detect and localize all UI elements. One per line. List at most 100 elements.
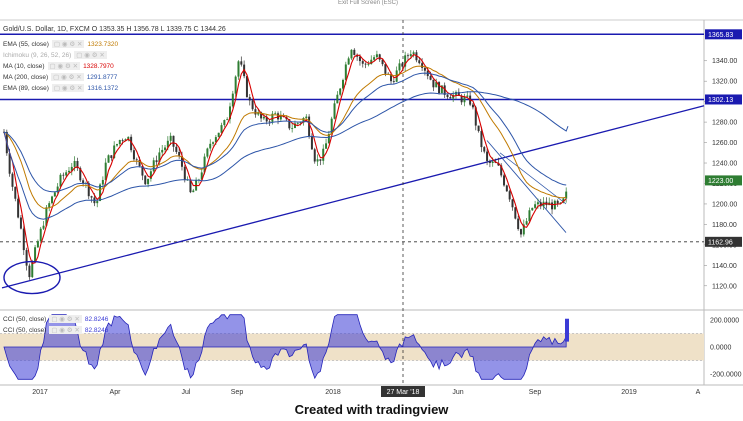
caption: Created with tradingview	[294, 402, 449, 417]
candle-body	[299, 122, 302, 124]
candle-body	[107, 155, 110, 163]
candle-body	[519, 229, 522, 235]
candle-body	[206, 148, 209, 157]
candle-body	[384, 64, 387, 74]
price-chart[interactable]: 1340.001320.001300.001280.001260.001240.…	[0, 0, 743, 400]
candle-body	[539, 202, 542, 207]
candle-body	[471, 104, 474, 108]
candle-body	[308, 116, 311, 137]
candle-body	[79, 168, 82, 181]
indicator-controls[interactable]: ▢ ◉ ⚙ ✕	[49, 315, 82, 323]
candle-body	[121, 140, 124, 141]
candle-body	[333, 103, 336, 119]
indicator-ma200[interactable]: MA (200, close) ▢ ◉ ⚙ ✕ 1291.8777	[3, 73, 117, 81]
indicator-ma10[interactable]: MA (10, close) ▢ ◉ ⚙ ✕ 1328.7970	[3, 62, 114, 70]
indicator-controls[interactable]: ▢ ◉ ⚙ ✕	[49, 326, 82, 334]
candle-body	[113, 145, 116, 159]
candle-body	[183, 166, 186, 181]
indicator-ema55[interactable]: EMA (55, close) ▢ ◉ ⚙ ✕ 1323.7320	[3, 40, 118, 48]
candle-body	[511, 199, 514, 208]
price-highlight-badge	[705, 94, 742, 105]
candle-body	[375, 54, 378, 58]
candle-body	[466, 95, 469, 97]
indicator-cci-1[interactable]: CCI (50, close) ▢ ◉ ⚙ ✕ 82.8246	[3, 315, 108, 323]
candle-body	[110, 155, 113, 159]
time-axis-label: Sep	[529, 389, 542, 396]
candle-body	[477, 125, 480, 132]
candle-body	[166, 140, 169, 148]
candle-body	[531, 207, 534, 211]
candle-body	[302, 118, 305, 123]
candle-body	[172, 135, 175, 147]
candle-body	[65, 172, 68, 176]
indicator-controls[interactable]: ▢ ◉ ⚙ ✕	[51, 40, 85, 48]
candle-body	[446, 94, 449, 98]
candle-body	[463, 96, 466, 103]
candle-body	[226, 119, 229, 121]
candle-body	[559, 202, 562, 204]
candle-body	[418, 60, 421, 64]
candle-body	[565, 191, 568, 199]
time-axis-label: 2019	[621, 389, 637, 396]
indicator-label: EMA (89, close)	[3, 85, 49, 92]
candle-body	[342, 79, 344, 89]
indicator-ichimoku[interactable]: Ichimoku (9, 26, 52, 26) ▢ ◉ ⚙ ✕	[3, 51, 107, 59]
price-highlight-label: 1302.13	[708, 97, 733, 104]
candle-body	[503, 175, 506, 186]
candle-body	[522, 224, 525, 235]
candle-body	[423, 67, 426, 71]
time-axis-label: Apr	[110, 389, 122, 396]
indicator-label: EMA (55, close)	[3, 41, 49, 48]
crosshair-time-badge	[381, 386, 425, 397]
indicator-cci-2[interactable]: CCI (50, close) ▢ ◉ ⚙ ✕ 82.8246	[3, 326, 108, 334]
price-highlight-label: 1162.96	[708, 239, 733, 246]
candle-body	[31, 261, 34, 278]
candle-body	[536, 202, 539, 205]
ema89-line	[3, 72, 567, 193]
candle-body	[229, 106, 231, 120]
candle-body	[36, 241, 39, 248]
candle-body	[39, 228, 42, 242]
candle-body	[254, 109, 257, 115]
price-highlight-label: 1223.00	[708, 178, 733, 185]
candle-body	[158, 152, 161, 163]
candle-body	[409, 54, 412, 57]
candle-body	[127, 136, 130, 140]
indicator-ema89[interactable]: EMA (89, close) ▢ ◉ ⚙ ✕ 1316.1372	[3, 84, 118, 92]
channel-line-upper	[499, 152, 567, 205]
candle-body	[491, 161, 494, 163]
cci-tick-label: 200.0000	[710, 318, 739, 325]
candle-body	[124, 139, 127, 141]
candle-body	[268, 121, 271, 123]
ohlc-high: H 1356.78	[126, 26, 159, 33]
indicator-value: 1328.7970	[83, 63, 114, 70]
cci-tick-label: 0.0000	[710, 345, 732, 352]
candle-body	[390, 74, 393, 82]
price-tick-label: 1240.00	[712, 161, 737, 168]
indicator-value: 82.8246	[84, 327, 109, 334]
candle-body	[404, 55, 407, 67]
candle-body	[381, 59, 384, 65]
exit-fullscreen-button[interactable]: Exit Full Screen (ESC)	[338, 0, 399, 6]
channel-line-lower	[486, 140, 567, 233]
candle-body	[353, 49, 356, 55]
candle-body	[87, 182, 90, 197]
indicator-value: 1323.7320	[87, 41, 119, 48]
price-tick-label: 1260.00	[712, 140, 737, 147]
candle-body	[319, 159, 322, 161]
candle-body	[339, 88, 342, 95]
indicator-controls[interactable]: ▢ ◉ ⚙ ✕	[74, 51, 107, 59]
candle-body	[161, 149, 164, 153]
candle-body	[212, 142, 215, 144]
candle-body	[56, 186, 59, 193]
candle-body	[135, 159, 138, 161]
indicator-controls[interactable]: ▢ ◉ ⚙ ✕	[47, 62, 81, 70]
candle-body	[313, 149, 316, 162]
candle-body	[104, 162, 107, 180]
candle-body	[248, 97, 251, 101]
indicator-controls[interactable]: ▢ ◉ ⚙ ✕	[51, 73, 84, 81]
candle-body	[180, 156, 183, 167]
indicator-controls[interactable]: ▢ ◉ ⚙ ✕	[51, 84, 85, 92]
candle-body	[132, 150, 135, 160]
cci-last-bar	[565, 318, 569, 342]
